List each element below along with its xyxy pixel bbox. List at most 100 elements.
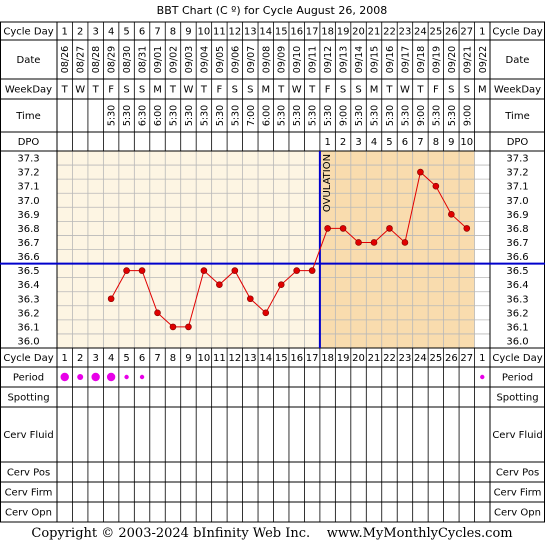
date-cell: 09/07: [246, 46, 257, 73]
cycle-day-cell: 1: [62, 27, 68, 38]
cycle-day-cell: 3: [92, 353, 98, 364]
cycle-day-cell: 13: [244, 27, 257, 38]
row-label-left: Spotting: [7, 393, 49, 404]
cycle-day-cell: 23: [399, 353, 412, 364]
time-cell: 6:30: [138, 105, 149, 126]
weekday-cell: S: [340, 85, 346, 96]
time-cell: 9:00: [462, 105, 473, 126]
dpo-cell: 9: [448, 137, 454, 148]
y-tick-label-right: 37.0: [506, 196, 528, 207]
cycle-day-cell: 21: [368, 27, 381, 38]
temperature-point: [185, 323, 192, 331]
cycle-day-cell: 18: [321, 353, 334, 364]
time-cell: 9:00: [416, 105, 427, 126]
cycle-day-cell: 20: [352, 353, 365, 364]
date-cell: 09/19: [431, 46, 442, 73]
y-tick-label-right: 36.1: [506, 322, 528, 333]
weekday-cell: T: [385, 85, 393, 96]
cycle-day-cell: 22: [383, 353, 396, 364]
temperature-point: [293, 267, 300, 274]
y-tick-label-left: 37.1: [17, 182, 39, 193]
row-label-right: Date: [506, 55, 530, 66]
row-label-right: Cerv Fluid: [492, 430, 542, 441]
cycle-day-cell: 23: [399, 27, 412, 38]
y-tick-label-left: 37.2: [17, 168, 39, 179]
y-tick-label-left: 36.3: [17, 294, 39, 305]
weekday-cell: W: [184, 85, 194, 96]
date-cell: 09/04: [199, 46, 210, 73]
time-cell: 5:30: [323, 105, 334, 126]
temperature-point: [200, 267, 208, 274]
y-tick-label-right: 36.8: [506, 224, 528, 235]
row-label-right: Spotting: [496, 393, 538, 404]
temperature-point: [169, 323, 177, 331]
cycle-day-cell: 24: [414, 27, 427, 38]
cycle-day-cell: 26: [445, 27, 458, 38]
weekday-cell: T: [61, 85, 69, 96]
weekday-cell: F: [216, 85, 222, 96]
temperature-point: [123, 267, 130, 274]
date-cell: 09/12: [323, 46, 334, 73]
date-cell: 09/11: [308, 46, 319, 73]
cycle-day-cell: 12: [228, 353, 241, 364]
date-cell: 09/14: [354, 46, 365, 73]
y-tick-label-left: 36.2: [17, 308, 39, 319]
y-tick-label-left: 36.6: [17, 252, 39, 263]
temperature-point: [448, 211, 455, 218]
y-tick-label-left: 37.3: [17, 154, 39, 165]
time-cell: 5:30: [431, 105, 442, 126]
dpo-cell: 5: [386, 137, 392, 148]
time-cell: 5:30: [308, 105, 319, 126]
cycle-day-cell: 6: [139, 27, 145, 38]
temperature-point: [370, 239, 378, 246]
y-tick-label-left: 36.7: [17, 238, 39, 249]
cycle-day-cell: 1: [479, 27, 485, 38]
cycle-day-cell: 6: [139, 353, 145, 364]
row-label-left: WeekDay: [5, 85, 52, 96]
y-tick-label-right: 36.3: [506, 294, 528, 305]
time-cell: 6:00: [261, 105, 272, 126]
row-label-left: Date: [17, 55, 41, 66]
temperature-point: [355, 239, 362, 246]
dpo-cell: 10: [460, 137, 473, 148]
time-cell: 5:30: [107, 105, 118, 126]
date-cell: 09/08: [261, 46, 272, 73]
date-cell: 08/27: [76, 46, 87, 73]
y-tick-label-left: 36.0: [17, 336, 39, 347]
temperature-point: [277, 281, 285, 288]
row-label-right: Period: [502, 373, 533, 384]
weekday-cell: S: [464, 85, 470, 96]
row-label-right: DPO: [507, 137, 529, 148]
time-cell: 5:30: [400, 105, 411, 126]
cycle-day-cell: 22: [383, 27, 396, 38]
weekday-cell: F: [433, 85, 439, 96]
ovulation-label: OVULATION: [322, 154, 333, 212]
cycle-day-cell: 9: [185, 353, 191, 364]
temperature-point: [417, 168, 424, 176]
weekday-cell: S: [247, 85, 253, 96]
weekday-cell: S: [139, 85, 145, 96]
time-cell: 5:30: [199, 105, 210, 126]
weekday-cell: M: [478, 85, 487, 96]
period-dot: [91, 372, 100, 382]
temperature-point: [216, 281, 223, 288]
time-cell: 5:30: [168, 105, 179, 126]
cycle-day-cell: 25: [430, 27, 443, 38]
weekday-cell: F: [108, 85, 114, 96]
weekday-cell: T: [416, 85, 424, 96]
cycle-day-cell: 19: [337, 27, 350, 38]
cycle-day-cell: 4: [108, 27, 114, 38]
temperature-point: [432, 182, 440, 190]
weekday-cell: T: [92, 85, 100, 96]
cycle-day-cell: 10: [198, 353, 211, 364]
date-cell: 09/22: [478, 46, 489, 73]
row-label-right: Cycle Day: [492, 27, 542, 38]
cycle-day-cell: 19: [337, 353, 350, 364]
dpo-cell: 1: [324, 137, 330, 148]
cycle-day-cell: 4: [108, 353, 114, 364]
time-cell: 5:30: [447, 105, 458, 126]
weekday-cell: M: [261, 85, 270, 96]
weekday-cell: W: [75, 85, 85, 96]
row-label-left: Cerv Firm: [5, 488, 53, 499]
